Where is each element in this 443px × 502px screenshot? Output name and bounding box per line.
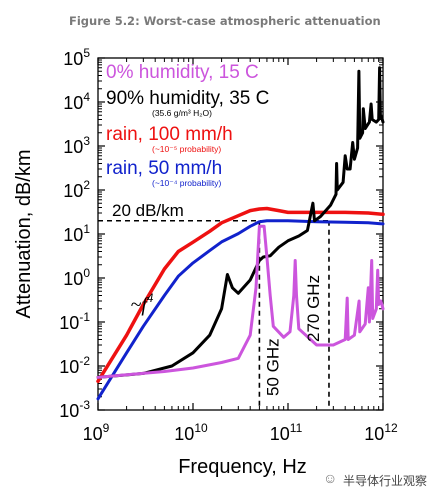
freq-50ghz-label: 50 GHz xyxy=(263,338,282,396)
legend-entry: rain, 50 mm/h xyxy=(106,158,222,179)
y-tick-label: 101 xyxy=(63,222,90,245)
freq-270ghz-label: 270 GHz xyxy=(304,275,323,342)
series-line xyxy=(96,66,385,379)
wechat-icon: ☺ xyxy=(323,470,338,486)
f4-annotation: ~f4 xyxy=(131,290,154,316)
ref-20db-label: 20 dB/km xyxy=(112,201,184,220)
x-axis-label: Frequency, Hz xyxy=(178,456,307,478)
legend-entry: 0% humidity, 15 C xyxy=(106,62,259,83)
y-tick-label: 105 xyxy=(63,46,90,69)
x-tick-label: 109 xyxy=(83,421,110,444)
series-line xyxy=(96,206,385,384)
watermark: 半导体行业观察 xyxy=(343,474,428,488)
x-tick-label: 1011 xyxy=(270,421,303,444)
x-tick-label: 1012 xyxy=(364,421,398,444)
legend-entry-note: (~10⁻⁴ probability) xyxy=(152,178,221,188)
y-tick-label: 10-1 xyxy=(59,310,90,333)
y-tick-label: 10-2 xyxy=(59,354,90,377)
y-tick-label: 104 xyxy=(63,90,90,113)
figure-caption: Figure 5.2: Worst-case atmospheric atten… xyxy=(69,14,381,28)
y-axis-label: Attenuation, dB/km xyxy=(13,150,35,319)
legend-entry: rain, 100 mm/h xyxy=(106,124,233,145)
x-tick-label: 1010 xyxy=(174,421,208,444)
y-tick-label: 10-3 xyxy=(59,398,90,421)
y-tick-label: 100 xyxy=(63,266,90,289)
series-line xyxy=(96,219,385,401)
y-tick-label: 103 xyxy=(63,134,90,157)
legend-entry-note: (35.6 g/m³ H₂O) xyxy=(152,108,212,118)
y-tick-label: 102 xyxy=(63,178,90,201)
legend-entry: 90% humidity, 35 C xyxy=(106,88,269,109)
legend-entry-note: (~10⁻⁵ probability) xyxy=(152,144,221,154)
plot-area: 10-3 10-2 10-1 100 101 102 103 104 105 109 1010 101… xyxy=(13,46,398,478)
series-line xyxy=(96,224,385,379)
